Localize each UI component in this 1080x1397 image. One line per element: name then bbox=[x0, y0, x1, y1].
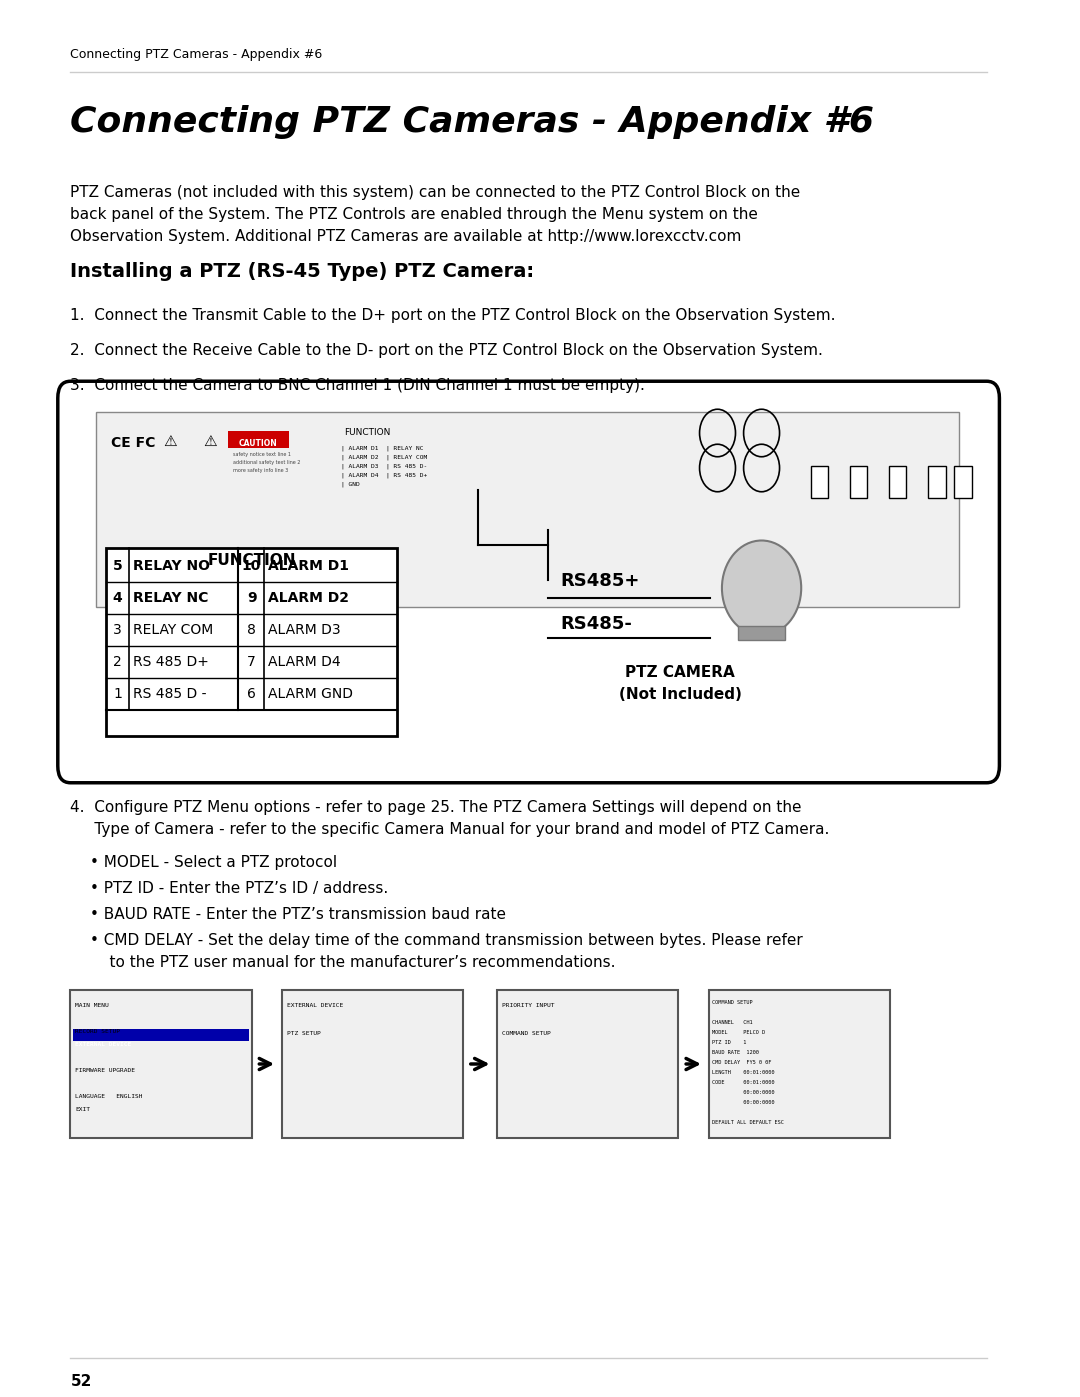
Text: CMD DELAY  FY5 0 0F: CMD DELAY FY5 0 0F bbox=[712, 1060, 771, 1065]
Bar bbox=[106, 548, 397, 736]
Text: ⚠: ⚠ bbox=[163, 434, 177, 448]
Text: 7: 7 bbox=[247, 655, 256, 669]
Text: • PTZ ID - Enter the PTZ’s ID / address.: • PTZ ID - Enter the PTZ’s ID / address. bbox=[90, 882, 389, 895]
Text: CE FC: CE FC bbox=[110, 436, 156, 450]
Text: Connecting PTZ Cameras - Appendix #6: Connecting PTZ Cameras - Appendix #6 bbox=[70, 47, 323, 61]
Bar bbox=[73, 1030, 248, 1041]
Bar bbox=[70, 990, 252, 1139]
Text: 6: 6 bbox=[247, 687, 256, 701]
Text: RELAY NO: RELAY NO bbox=[133, 559, 211, 573]
Text: Observation System. Additional PTZ Cameras are available at http://www.lorexcctv: Observation System. Additional PTZ Camer… bbox=[70, 229, 742, 244]
Text: 5: 5 bbox=[112, 559, 122, 573]
Bar bbox=[850, 467, 867, 497]
Text: Installing a PTZ (RS-45 Type) PTZ Camera:: Installing a PTZ (RS-45 Type) PTZ Camera… bbox=[70, 263, 535, 281]
Text: ALARM D1: ALARM D1 bbox=[268, 559, 349, 573]
Text: 2: 2 bbox=[113, 655, 122, 669]
Text: • BAUD RATE - Enter the PTZ’s transmission baud rate: • BAUD RATE - Enter the PTZ’s transmissi… bbox=[90, 907, 507, 922]
Text: 00:00:0000: 00:00:0000 bbox=[712, 1099, 774, 1105]
Text: RS 485 D -: RS 485 D - bbox=[133, 687, 206, 701]
Bar bbox=[738, 626, 785, 640]
Text: FUNCTION: FUNCTION bbox=[345, 427, 391, 437]
Text: to the PTZ user manual for the manufacturer’s recommendations.: to the PTZ user manual for the manufactu… bbox=[90, 956, 616, 970]
Text: RELAY COM: RELAY COM bbox=[133, 623, 214, 637]
Text: 9: 9 bbox=[246, 591, 256, 605]
Text: 8: 8 bbox=[247, 623, 256, 637]
Text: RECORD SETUP: RECORD SETUP bbox=[76, 1030, 120, 1034]
Text: EXTERNAL DEVICE: EXTERNAL DEVICE bbox=[76, 1042, 132, 1046]
Text: | ALARM D2  | RELAY COM: | ALARM D2 | RELAY COM bbox=[340, 455, 427, 461]
Bar bbox=[889, 467, 906, 497]
Text: LANGUAGE   ENGLISH: LANGUAGE ENGLISH bbox=[76, 1094, 143, 1099]
Text: DEFAULT ALL DEFAULT ESC: DEFAULT ALL DEFAULT ESC bbox=[712, 1120, 783, 1125]
Bar bbox=[928, 467, 946, 497]
Text: CODE      00:01:0000: CODE 00:01:0000 bbox=[712, 1080, 774, 1085]
Text: more safety info line 3: more safety info line 3 bbox=[233, 468, 288, 474]
Text: Type of Camera - refer to the specific Camera Manual for your brand and model of: Type of Camera - refer to the specific C… bbox=[70, 821, 829, 837]
Bar bbox=[497, 990, 678, 1139]
Ellipse shape bbox=[721, 541, 801, 636]
Text: 3.  Connect the Camera to BNC Channel 1 (DIN Channel 1 must be empty).: 3. Connect the Camera to BNC Channel 1 (… bbox=[70, 379, 646, 393]
Text: EXTERNAL DEVICE: EXTERNAL DEVICE bbox=[287, 1003, 343, 1009]
Text: 1: 1 bbox=[113, 687, 122, 701]
Text: RELAY NC: RELAY NC bbox=[133, 591, 208, 605]
Text: PTZ Cameras (not included with this system) can be connected to the PTZ Control : PTZ Cameras (not included with this syst… bbox=[70, 184, 800, 200]
Text: safety notice text line 1: safety notice text line 1 bbox=[233, 453, 291, 457]
Text: RS 485 D+: RS 485 D+ bbox=[133, 655, 210, 669]
Text: | ALARM D1  | RELAY NC: | ALARM D1 | RELAY NC bbox=[340, 446, 423, 451]
Text: ALARM D3: ALARM D3 bbox=[268, 623, 341, 637]
Text: PTZ ID    1: PTZ ID 1 bbox=[712, 1039, 746, 1045]
Text: 3: 3 bbox=[113, 623, 122, 637]
Text: COMMAND SETUP: COMMAND SETUP bbox=[712, 1000, 753, 1004]
Text: RS485+: RS485+ bbox=[559, 571, 639, 590]
Text: FUNCTION: FUNCTION bbox=[207, 553, 296, 569]
Bar bbox=[96, 412, 959, 608]
Text: BAUD RATE  1200: BAUD RATE 1200 bbox=[712, 1051, 758, 1055]
Text: Connecting PTZ Cameras - Appendix #6: Connecting PTZ Cameras - Appendix #6 bbox=[70, 105, 875, 138]
Text: • MODEL - Select a PTZ protocol: • MODEL - Select a PTZ protocol bbox=[90, 855, 337, 870]
Text: PTZ SETUP: PTZ SETUP bbox=[287, 1031, 321, 1037]
Text: EXIT: EXIT bbox=[76, 1106, 91, 1112]
Text: LENGTH    00:01:0000: LENGTH 00:01:0000 bbox=[712, 1070, 774, 1076]
Text: ⚠: ⚠ bbox=[204, 434, 217, 448]
Text: 10: 10 bbox=[242, 559, 261, 573]
Text: | ALARM D3  | RS 485 D-: | ALARM D3 | RS 485 D- bbox=[340, 464, 427, 469]
Text: ALARM D2: ALARM D2 bbox=[268, 591, 349, 605]
Text: 1.  Connect the Transmit Cable to the D+ port on the PTZ Control Block on the Ob: 1. Connect the Transmit Cable to the D+ … bbox=[70, 307, 836, 323]
Text: 52: 52 bbox=[70, 1375, 92, 1389]
Bar bbox=[810, 467, 828, 497]
Text: 00:00:0000: 00:00:0000 bbox=[712, 1090, 774, 1095]
Text: 4.  Configure PTZ Menu options - refer to page 25. The PTZ Camera Settings will : 4. Configure PTZ Menu options - refer to… bbox=[70, 800, 802, 814]
Text: ALARM GND: ALARM GND bbox=[268, 687, 353, 701]
Text: COMMAND SETUP: COMMAND SETUP bbox=[502, 1031, 551, 1037]
Text: | ALARM D4  | RS 485 D+: | ALARM D4 | RS 485 D+ bbox=[340, 474, 427, 479]
Text: | GND: | GND bbox=[340, 482, 360, 488]
Text: FIRMWARE UPGRADE: FIRMWARE UPGRADE bbox=[76, 1067, 135, 1073]
Text: ALARM D4: ALARM D4 bbox=[268, 655, 341, 669]
Bar bbox=[228, 432, 288, 448]
Text: 2.  Connect the Receive Cable to the D- port on the PTZ Control Block on the Obs: 2. Connect the Receive Cable to the D- p… bbox=[70, 344, 823, 358]
Text: PTZ CAMERA
(Not Included): PTZ CAMERA (Not Included) bbox=[619, 665, 742, 703]
Text: PRIORITY INPUT: PRIORITY INPUT bbox=[502, 1003, 555, 1009]
Text: • CMD DELAY - Set the delay time of the command transmission between bytes. Plea: • CMD DELAY - Set the delay time of the … bbox=[90, 933, 802, 949]
Text: 4: 4 bbox=[112, 591, 122, 605]
Text: MODEL     PELCO D: MODEL PELCO D bbox=[712, 1030, 765, 1035]
Text: MAIN MENU: MAIN MENU bbox=[76, 1003, 109, 1009]
Text: CHANNEL   CH1: CHANNEL CH1 bbox=[712, 1020, 753, 1025]
Text: back panel of the System. The PTZ Controls are enabled through the Menu system o: back panel of the System. The PTZ Contro… bbox=[70, 207, 758, 222]
Text: CAUTION: CAUTION bbox=[239, 439, 278, 448]
Bar bbox=[955, 467, 972, 497]
Text: RS485-: RS485- bbox=[559, 615, 632, 633]
Bar bbox=[708, 990, 890, 1139]
Text: additional safety text line 2: additional safety text line 2 bbox=[233, 460, 300, 465]
FancyBboxPatch shape bbox=[58, 381, 999, 782]
Bar bbox=[282, 990, 463, 1139]
